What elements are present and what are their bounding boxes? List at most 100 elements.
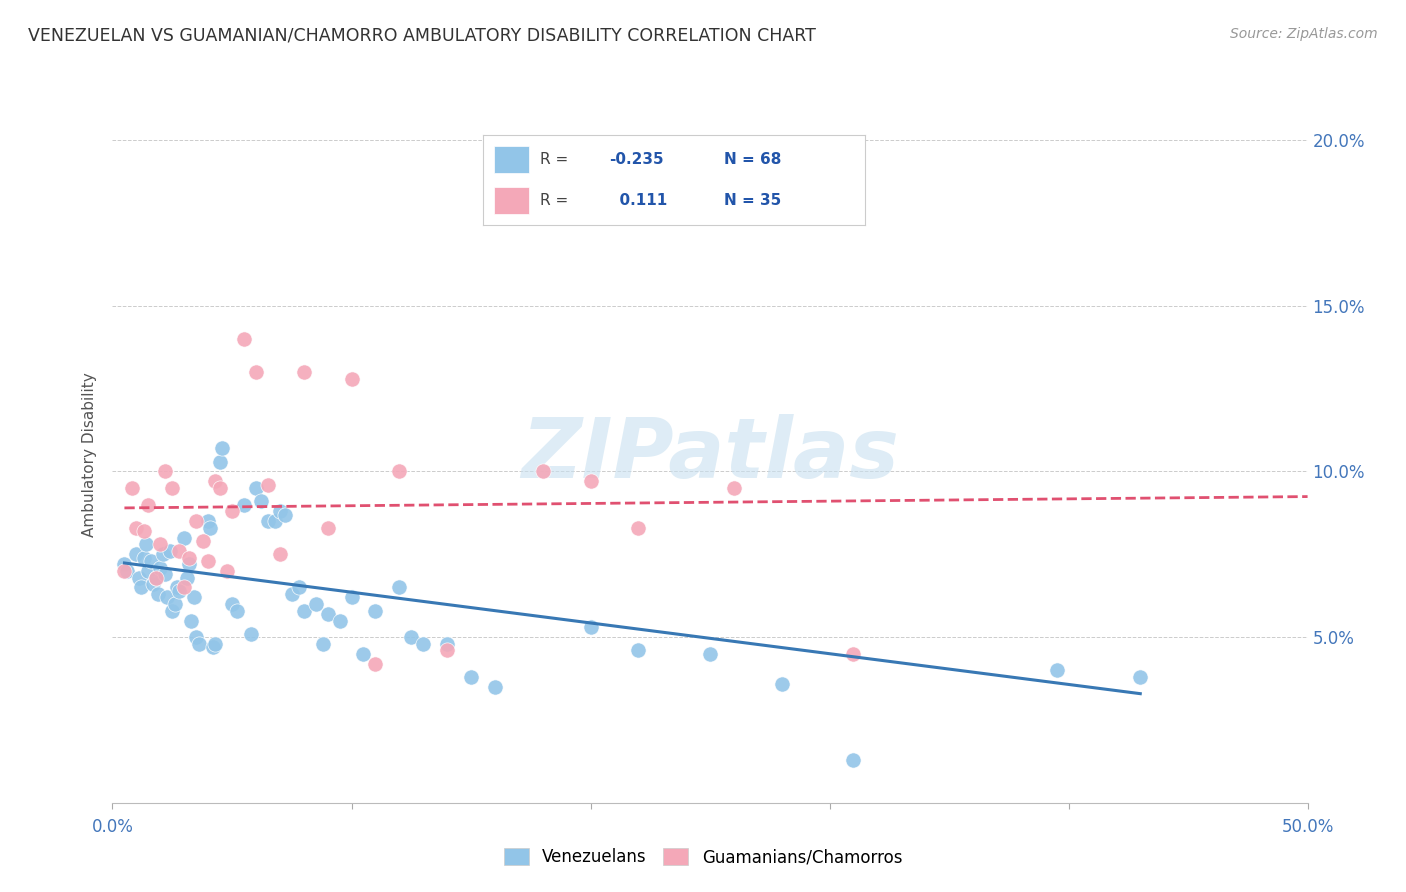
Point: [579, 620, 602, 634]
Point: [187, 637, 209, 651]
Point: [138, 498, 160, 512]
Point: [1045, 663, 1069, 677]
Point: [240, 627, 263, 641]
Point: [125, 547, 148, 561]
Point: [388, 581, 411, 595]
Point: [208, 481, 231, 495]
Point: [340, 591, 363, 605]
Point: [135, 537, 157, 551]
Point: [197, 554, 219, 568]
Point: [316, 521, 339, 535]
Text: 50.0%: 50.0%: [1281, 818, 1334, 836]
Point: [412, 637, 434, 651]
Point: [139, 554, 162, 568]
Point: [183, 591, 205, 605]
Point: [531, 465, 554, 479]
Point: [304, 597, 326, 611]
Point: [269, 504, 291, 518]
Point: [173, 531, 195, 545]
Point: [257, 514, 280, 528]
Point: [156, 591, 179, 605]
Point: [142, 577, 165, 591]
Point: [204, 637, 226, 651]
Point: [186, 514, 208, 528]
Point: [269, 547, 291, 561]
Point: [1129, 670, 1152, 684]
Point: [163, 597, 186, 611]
Point: [193, 534, 215, 549]
Point: [388, 465, 411, 479]
Point: [132, 550, 155, 565]
Point: [352, 647, 374, 661]
Point: [159, 544, 181, 558]
Text: 0.0%: 0.0%: [91, 818, 134, 836]
Point: [257, 477, 280, 491]
Text: VENEZUELAN VS GUAMANIAN/CHAMORRO AMBULATORY DISABILITY CORRELATION CHART: VENEZUELAN VS GUAMANIAN/CHAMORRO AMBULAT…: [28, 27, 815, 45]
Point: [121, 481, 143, 495]
Point: [292, 604, 315, 618]
Point: [225, 604, 247, 618]
Point: [292, 365, 315, 379]
Point: [146, 587, 169, 601]
Point: [328, 614, 352, 628]
Point: [340, 372, 363, 386]
Point: [114, 564, 135, 578]
Point: [204, 475, 226, 489]
Point: [249, 494, 271, 508]
Y-axis label: Ambulatory Disability: Ambulatory Disability: [82, 373, 97, 537]
Point: [842, 647, 865, 661]
Point: [176, 570, 198, 584]
Point: [169, 583, 191, 598]
Legend: Venezuelans, Guamanians/Chamorros: Venezuelans, Guamanians/Chamorros: [495, 840, 911, 875]
Point: [132, 524, 155, 538]
Point: [232, 498, 256, 512]
Point: [211, 442, 233, 456]
Point: [162, 604, 183, 618]
Text: ZIPatlas: ZIPatlas: [522, 415, 898, 495]
Point: [153, 465, 176, 479]
Point: [138, 564, 160, 578]
Point: [149, 537, 172, 551]
Point: [166, 581, 188, 595]
Point: [125, 521, 148, 535]
Point: [281, 587, 304, 601]
Point: [128, 570, 150, 584]
Point: [173, 581, 195, 595]
Point: [842, 753, 865, 767]
Point: [208, 454, 231, 468]
Point: [197, 514, 219, 528]
Point: [221, 504, 243, 518]
Point: [312, 637, 335, 651]
Point: [627, 643, 650, 657]
Point: [153, 567, 176, 582]
Point: [436, 643, 458, 657]
Point: [484, 199, 506, 213]
Point: [217, 564, 239, 578]
Point: [627, 521, 650, 535]
Point: [145, 570, 167, 584]
Point: [245, 365, 267, 379]
Point: [186, 630, 208, 644]
Point: [162, 481, 183, 495]
Point: [436, 637, 458, 651]
Point: [401, 630, 423, 644]
Point: [364, 657, 387, 671]
Point: [316, 607, 339, 621]
Point: [273, 508, 295, 522]
Point: [221, 597, 243, 611]
Point: [531, 199, 554, 213]
Point: [200, 521, 222, 535]
Point: [145, 570, 167, 584]
Point: [114, 558, 135, 572]
Point: [484, 680, 506, 694]
Point: [699, 647, 721, 661]
Point: [364, 604, 387, 618]
Point: [201, 640, 224, 654]
Point: [180, 614, 202, 628]
Point: [770, 676, 793, 690]
Point: [460, 670, 482, 684]
Point: [152, 547, 174, 561]
Point: [129, 581, 152, 595]
Point: [115, 564, 138, 578]
Point: [245, 481, 267, 495]
